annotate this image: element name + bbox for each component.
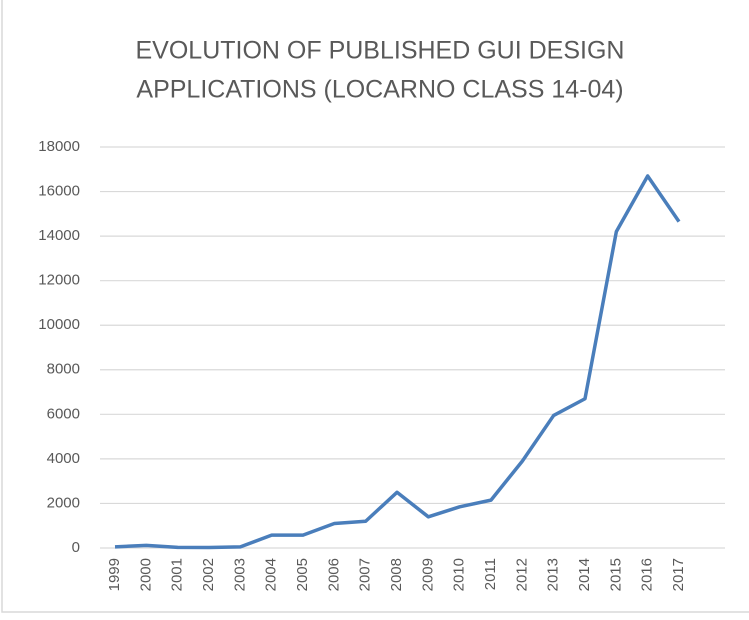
data-line bbox=[114, 174, 681, 550]
chart-title: EVOLUTION OF PUBLISHED GUI DESIGN bbox=[136, 37, 625, 65]
y-tick-label: 10000 bbox=[38, 316, 80, 333]
x-tick-label: 2000 bbox=[137, 558, 154, 591]
y-tick-label: 16000 bbox=[38, 183, 80, 200]
x-tick-label: 2001 bbox=[169, 558, 186, 591]
y-tick-label: 2000 bbox=[47, 494, 80, 511]
y-tick-label: 4000 bbox=[47, 450, 80, 467]
x-tick-label: 2006 bbox=[325, 558, 342, 591]
chart-title: APPLICATIONS (LOCARNO CLASS 14-04) bbox=[136, 76, 623, 104]
x-tick-label: 2013 bbox=[545, 558, 562, 591]
x-tick-label: 2002 bbox=[200, 558, 217, 591]
x-tick-label: 2003 bbox=[231, 558, 248, 591]
y-tick-label: 12000 bbox=[38, 272, 80, 289]
y-tick-label: 18000 bbox=[38, 138, 80, 155]
x-tick-label: 2016 bbox=[639, 558, 656, 591]
x-tick-label: 2017 bbox=[670, 558, 687, 591]
y-tick-label: 6000 bbox=[47, 405, 80, 422]
x-tick-label: 2014 bbox=[576, 558, 593, 591]
y-tick-label: 8000 bbox=[47, 361, 80, 378]
x-tick-label: 2009 bbox=[419, 558, 436, 591]
x-tick-label: 2004 bbox=[263, 558, 280, 591]
y-tick-label: 14000 bbox=[38, 227, 80, 244]
x-tick-label: 1999 bbox=[106, 558, 123, 591]
x-tick-label: 2012 bbox=[513, 558, 530, 591]
x-tick-label: 2008 bbox=[388, 558, 405, 591]
x-tick-label: 2011 bbox=[482, 558, 499, 590]
x-tick-label: 2007 bbox=[357, 558, 374, 591]
x-tick-label: 2015 bbox=[607, 558, 624, 591]
x-tick-label: 2005 bbox=[294, 558, 311, 591]
y-tick-label: 0 bbox=[72, 539, 80, 556]
x-tick-label: 2010 bbox=[451, 558, 468, 591]
